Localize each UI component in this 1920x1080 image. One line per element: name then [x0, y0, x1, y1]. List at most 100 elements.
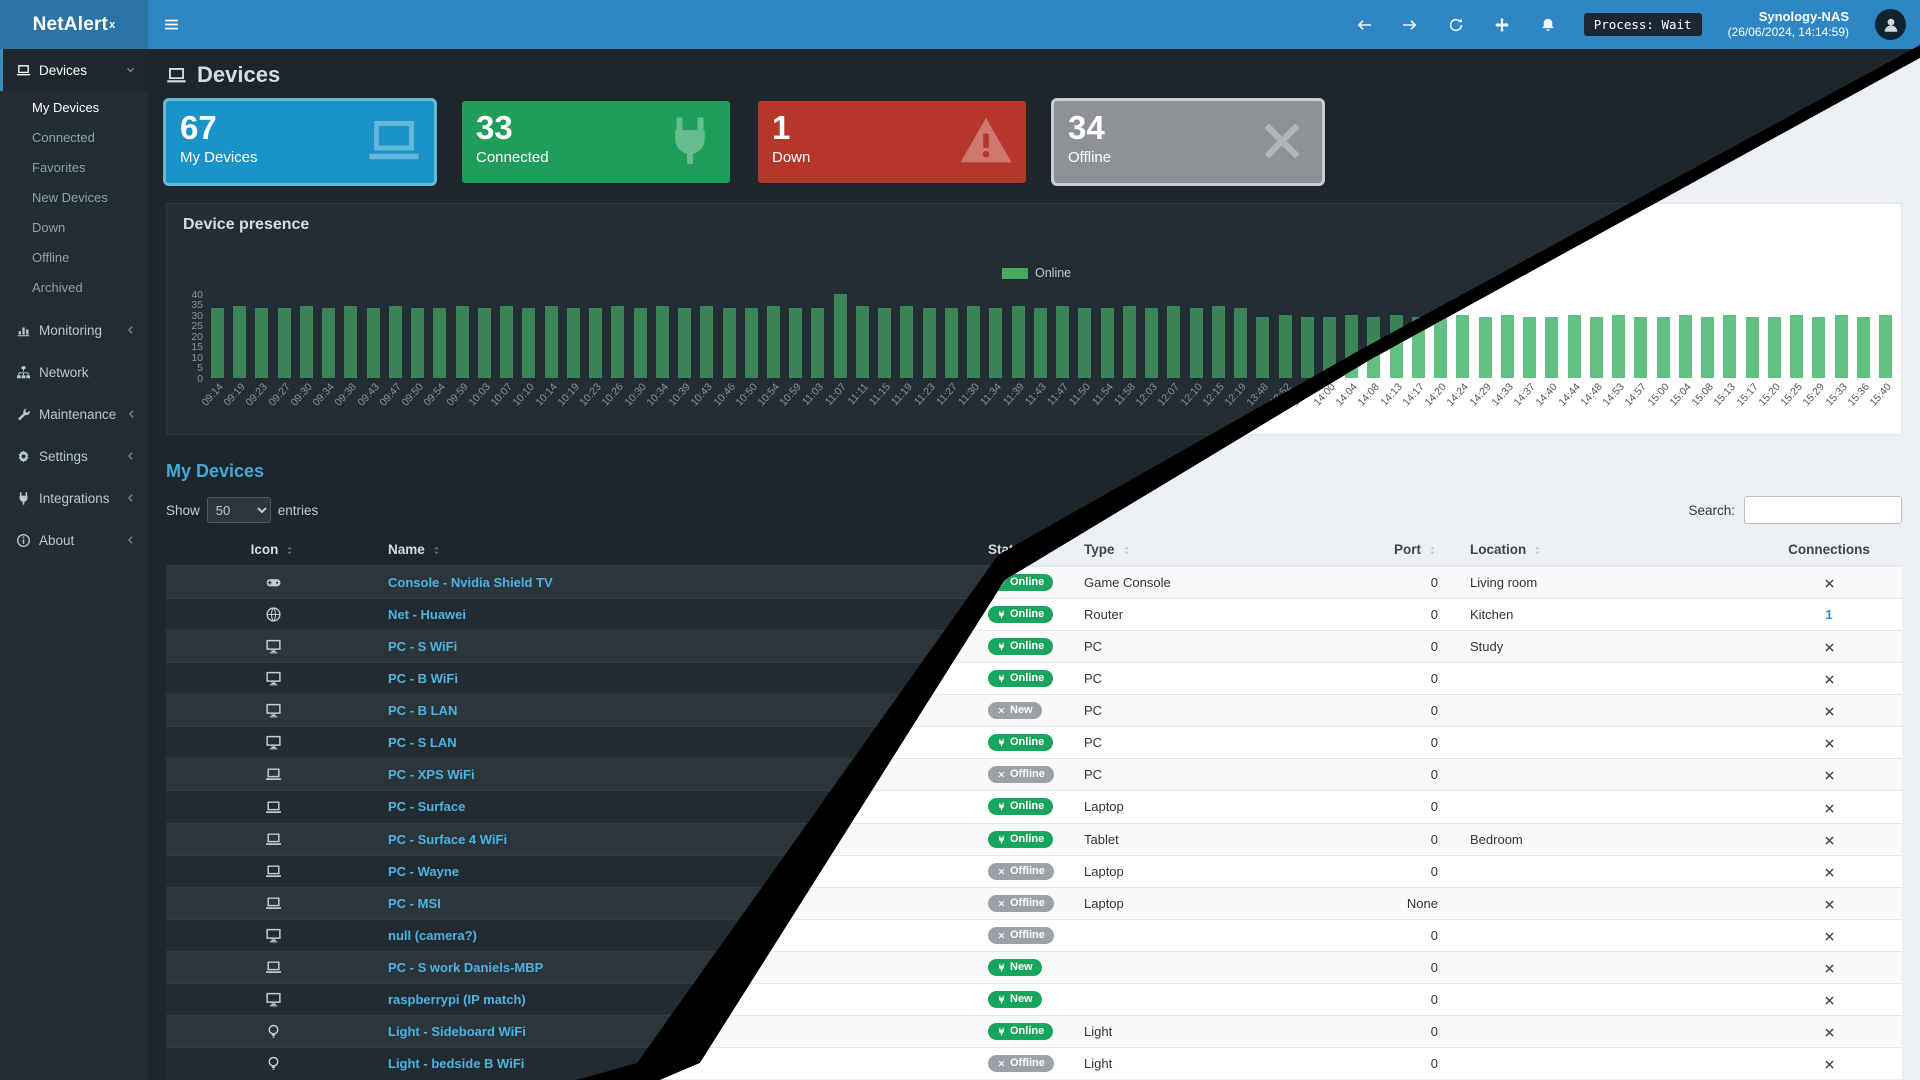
sidebar-item-settings[interactable]: Settings [0, 435, 148, 477]
device-type: Game Console [1076, 565, 1376, 599]
chart-bar [1612, 314, 1626, 378]
device-name-link[interactable]: null (camera?) [388, 927, 477, 943]
device-name-link[interactable]: PC - Wayne [388, 863, 460, 879]
notifications-button[interactable] [1538, 15, 1558, 35]
device-status-cell: Offline [980, 1046, 1076, 1079]
sort-icon [287, 546, 293, 555]
device-name-link[interactable]: PC - S WiFi [388, 639, 458, 655]
desktop-icon [265, 992, 281, 1007]
stat-card-offline[interactable]: 34 Offline [1054, 101, 1322, 183]
sidebar-subitem-connected[interactable]: Connected [32, 130, 95, 145]
device-name-link[interactable]: PC - S work Daniels-MBP [388, 959, 544, 975]
x-icon [1824, 675, 1834, 684]
column-header-location[interactable]: Location [1446, 534, 1756, 567]
device-name-link[interactable]: PC - B WiFi [388, 671, 458, 687]
chart-bar [500, 306, 514, 378]
sidebar-subitem-my-devices[interactable]: My Devices [32, 100, 100, 115]
device-icon-cell [166, 790, 380, 823]
device-name-cell: Console - Nvidia Shield TV [380, 565, 980, 599]
column-header-icon[interactable]: Icon [166, 534, 380, 567]
sidebar-item-integrations[interactable]: Integrations [0, 477, 148, 519]
x-icon [1824, 579, 1834, 588]
device-name-link[interactable]: PC - MSI [388, 895, 441, 911]
x-icon [998, 772, 1005, 778]
stat-card-connected[interactable]: 33 Connected [462, 101, 730, 183]
search-input[interactable] [1744, 496, 1902, 524]
logo-sup: x [109, 18, 116, 31]
device-name-link[interactable]: raspberrypi (IP match) [388, 991, 526, 1007]
chevron-left-icon [127, 326, 133, 334]
table-row: PC - WayneOfflineLaptop0 [660, 854, 1902, 888]
refresh-button[interactable] [1446, 15, 1466, 35]
sidebar-subitem-favorites[interactable]: Favorites [32, 160, 86, 175]
device-name-link[interactable]: PC - B LAN [388, 703, 458, 719]
device-name-link[interactable]: PC - Surface [388, 799, 466, 815]
connections-link[interactable]: 1 [1825, 607, 1833, 623]
sidebar-item-network[interactable]: Network [0, 351, 148, 393]
device-name-link[interactable]: PC - XPS WiFi [388, 767, 475, 783]
sidebar-item-monitoring[interactable]: Monitoring [0, 309, 148, 351]
device-name-link[interactable]: Net - Huawei [388, 607, 467, 623]
sidebar-toggle-button[interactable] [148, 0, 194, 49]
chart-bar [522, 308, 536, 378]
status-badge: Online [988, 638, 1054, 656]
sidebar-item-about[interactable]: About [0, 519, 148, 561]
plug-icon [999, 1027, 1004, 1036]
x-icon [1824, 707, 1834, 716]
chart-bar [1879, 314, 1892, 378]
sidebar-subitem-offline[interactable]: Offline [32, 250, 70, 265]
column-header-connections[interactable]: Connections [1756, 534, 1902, 567]
chart-bar [1812, 316, 1826, 378]
chart-bar [1300, 316, 1314, 378]
device-status-cell: Offline [980, 886, 1076, 920]
device-type: Light [1076, 1046, 1376, 1079]
column-header-type[interactable]: Type [1076, 534, 1376, 567]
sidebar-subitem-down[interactable]: Down [32, 220, 66, 235]
chart-bar [1189, 308, 1203, 378]
chart-bar [388, 306, 402, 378]
device-type: Light [1076, 1014, 1376, 1048]
device-icon-cell [166, 950, 380, 984]
device-name-link[interactable]: Light - Sideboard WiFi [388, 1023, 526, 1039]
stat-card-my-devices[interactable]: 67 My Devices [166, 101, 434, 183]
device-name-link[interactable]: Light - bedside B WiFi [388, 1055, 525, 1071]
chart-bar [1634, 316, 1648, 378]
fullscreen-move-button[interactable] [1492, 15, 1512, 35]
bar-chart-icon [17, 327, 30, 336]
stat-card-down[interactable]: 1 Down [758, 101, 1026, 183]
chart-bar [1256, 316, 1270, 378]
chart-bar [767, 306, 780, 378]
device-name-link[interactable]: PC - Surface 4 WiFi [388, 831, 508, 847]
nav-forward-button[interactable] [1400, 15, 1420, 35]
device-name-cell: PC - S LAN [380, 726, 980, 759]
stat-value: 33 [476, 109, 513, 146]
chart-bar [678, 308, 692, 378]
column-header-port[interactable]: Port [1376, 534, 1446, 567]
device-status-cell: Online [980, 598, 1076, 631]
chart-bar [1122, 306, 1136, 378]
table-row: PC - Surface 4 WiFiOnlineTablet0Bedroom [660, 822, 1902, 856]
avatar[interactable] [1875, 9, 1906, 40]
chart-bar [1767, 316, 1781, 378]
device-name-link[interactable]: PC - S LAN [388, 735, 457, 751]
status-badge: New [988, 702, 1042, 720]
chart-bar [1589, 316, 1603, 378]
device-icon-cell [166, 918, 380, 952]
device-name-cell: PC - B WiFi [380, 662, 980, 695]
sidebar-item-devices[interactable]: Devices [0, 49, 148, 91]
warning-icon [960, 117, 1012, 163]
laptop-icon [265, 833, 281, 845]
sidebar-subitem-archived[interactable]: Archived [32, 280, 83, 295]
sidebar-subitem-new-devices[interactable]: New Devices [32, 190, 108, 205]
device-name-link[interactable]: Console - Nvidia Shield TV [388, 575, 553, 591]
nav-back-button[interactable] [1354, 15, 1374, 35]
user-icon [1884, 18, 1897, 32]
sidebar-item-maintenance[interactable]: Maintenance [0, 393, 148, 435]
device-status-cell: Offline [980, 854, 1076, 888]
device-type: Laptop [1076, 886, 1376, 920]
device-icon-cell [166, 630, 380, 663]
column-header-name[interactable]: Name [380, 534, 980, 567]
page-length-select[interactable]: 50 [206, 497, 271, 523]
device-location [1446, 918, 1756, 952]
